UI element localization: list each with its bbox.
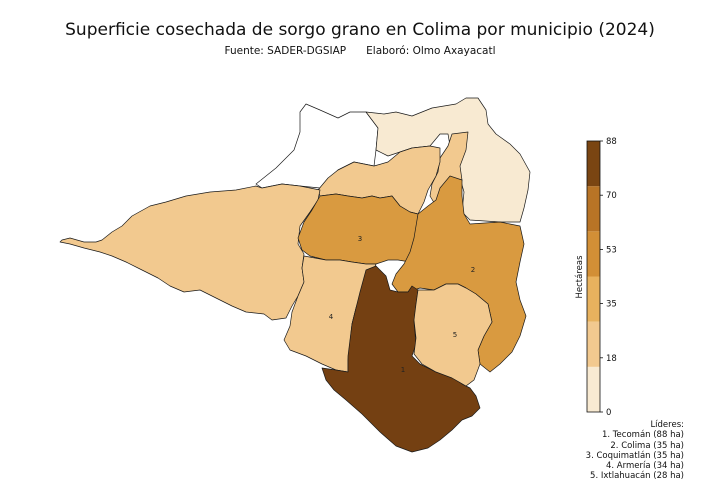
colorbar-tick-label: 88: [606, 137, 617, 147]
leader-item-4: 4. Armería (34 ha): [606, 461, 684, 472]
colorbar-tick-label: 53: [606, 245, 617, 255]
colorbar-tick-label: 0: [606, 408, 611, 418]
colorbar-segment: [587, 141, 600, 187]
colorbar-segment: [587, 231, 600, 277]
municipio-tecoman: [321, 265, 481, 453]
colorbar-frame: [586, 140, 601, 413]
colorbar-tick-label: 35: [606, 300, 617, 310]
colorbar-tick-label: 18: [606, 354, 617, 364]
map-subtitle: Fuente: SADER-DGSIAP Elaboró: Olmo Axaya…: [0, 45, 720, 57]
map-title: Superficie cosechada de sorgo grano en C…: [65, 20, 655, 40]
colorbar-tick-label: 70: [606, 191, 617, 201]
colorbar-segment: [587, 366, 600, 412]
colorbar-segment: [587, 321, 600, 367]
municipio-manzanillo: [59, 183, 321, 321]
colorbar: 0 18 35 53 70 88 Hectáreas: [575, 137, 617, 418]
leader-item-2: 2. Colima (35 ha): [610, 440, 684, 451]
leader-item-1: 1. Tecomán (88 ha): [602, 430, 684, 441]
map-label-5: 5: [453, 331, 457, 339]
leader-item-3: 3. Coquimatlán (35 ha): [585, 450, 684, 461]
leader-item-5: 5. Ixtlahuacán (28 ha): [590, 471, 684, 482]
map-label-2: 2: [471, 266, 475, 274]
leaders-list: Líderes: 1. Tecomán (88 ha) 2. Colima (3…: [586, 420, 684, 482]
municipio-coquimatlan: [297, 193, 419, 265]
author-text: Elaboró: Olmo Axayacatl: [366, 45, 496, 57]
leaders-heading: Líderes:: [650, 420, 684, 430]
colorbar-segment: [587, 186, 600, 232]
map-label-1: 1: [401, 366, 405, 374]
source-text: Fuente: SADER-DGSIAP: [224, 45, 347, 57]
colorbar-label: Hectáreas: [575, 255, 585, 299]
map-label-4: 4: [329, 313, 334, 321]
municipio-ixtlahuacan: [413, 283, 493, 387]
colorbar-segment: [587, 276, 600, 322]
map-label-3: 3: [358, 235, 362, 243]
